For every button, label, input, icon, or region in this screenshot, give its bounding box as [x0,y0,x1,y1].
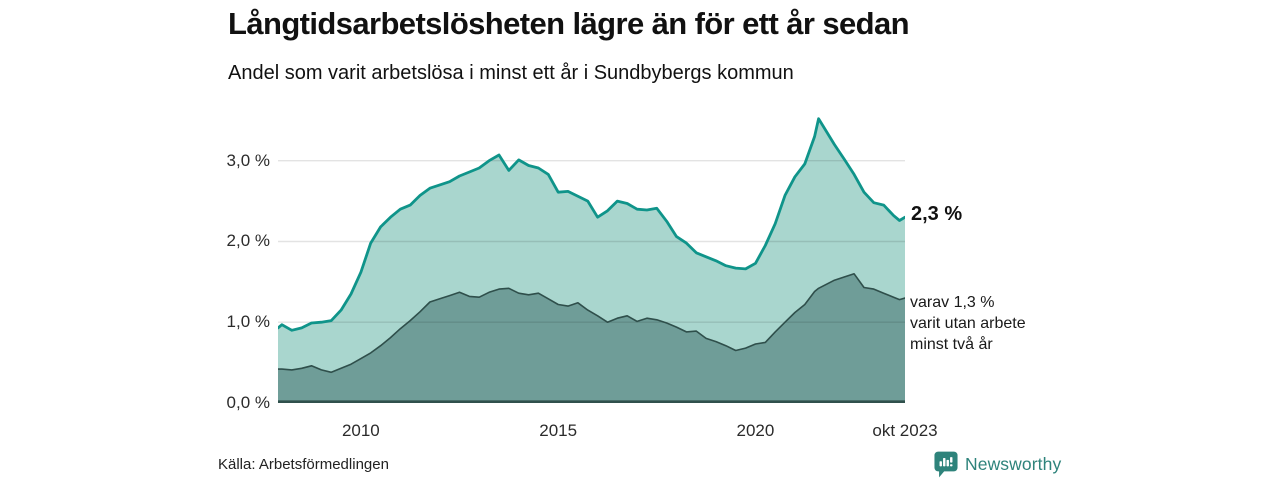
x-tick-label: 2015 [539,421,578,440]
x-tick-label: 2020 [736,421,775,440]
x-tick-label: 2010 [341,421,380,440]
annotation-line-1: varav 1,3 % [910,294,995,311]
annotation-line-3: minst två år [910,336,993,353]
page-title: Långtidsarbetslösheten lägre än för ett … [228,6,910,41]
series-line [278,117,905,332]
series-line [278,273,905,374]
y-tick-label: 1,0 % [226,312,270,332]
y-tick-label: 2,0 % [226,231,270,251]
plot-area [278,109,905,403]
area-chart [278,117,905,403]
x-tick-label: okt 2023 [872,421,938,440]
latest-value-label: 2,3 % [911,203,963,225]
source-credit: Källa: Arbetsförmedlingen [218,456,389,473]
series-fill [278,273,905,403]
brand-name: Newsworthy [965,454,1062,474]
annotation-line-2: varit utan arbete [910,315,1026,332]
brand-logo: Newsworthy [934,451,1061,478]
chart-subtitle: Andel som varit arbetslösa i minst ett å… [228,62,794,84]
y-tick-label: 0,0 % [226,393,270,412]
inner-series-annotation: varav 1,3 % varit utan arbete minst två … [910,292,1026,355]
newsworthy-logo-icon [934,451,958,478]
y-tick-label: 3,0 % [226,150,270,170]
